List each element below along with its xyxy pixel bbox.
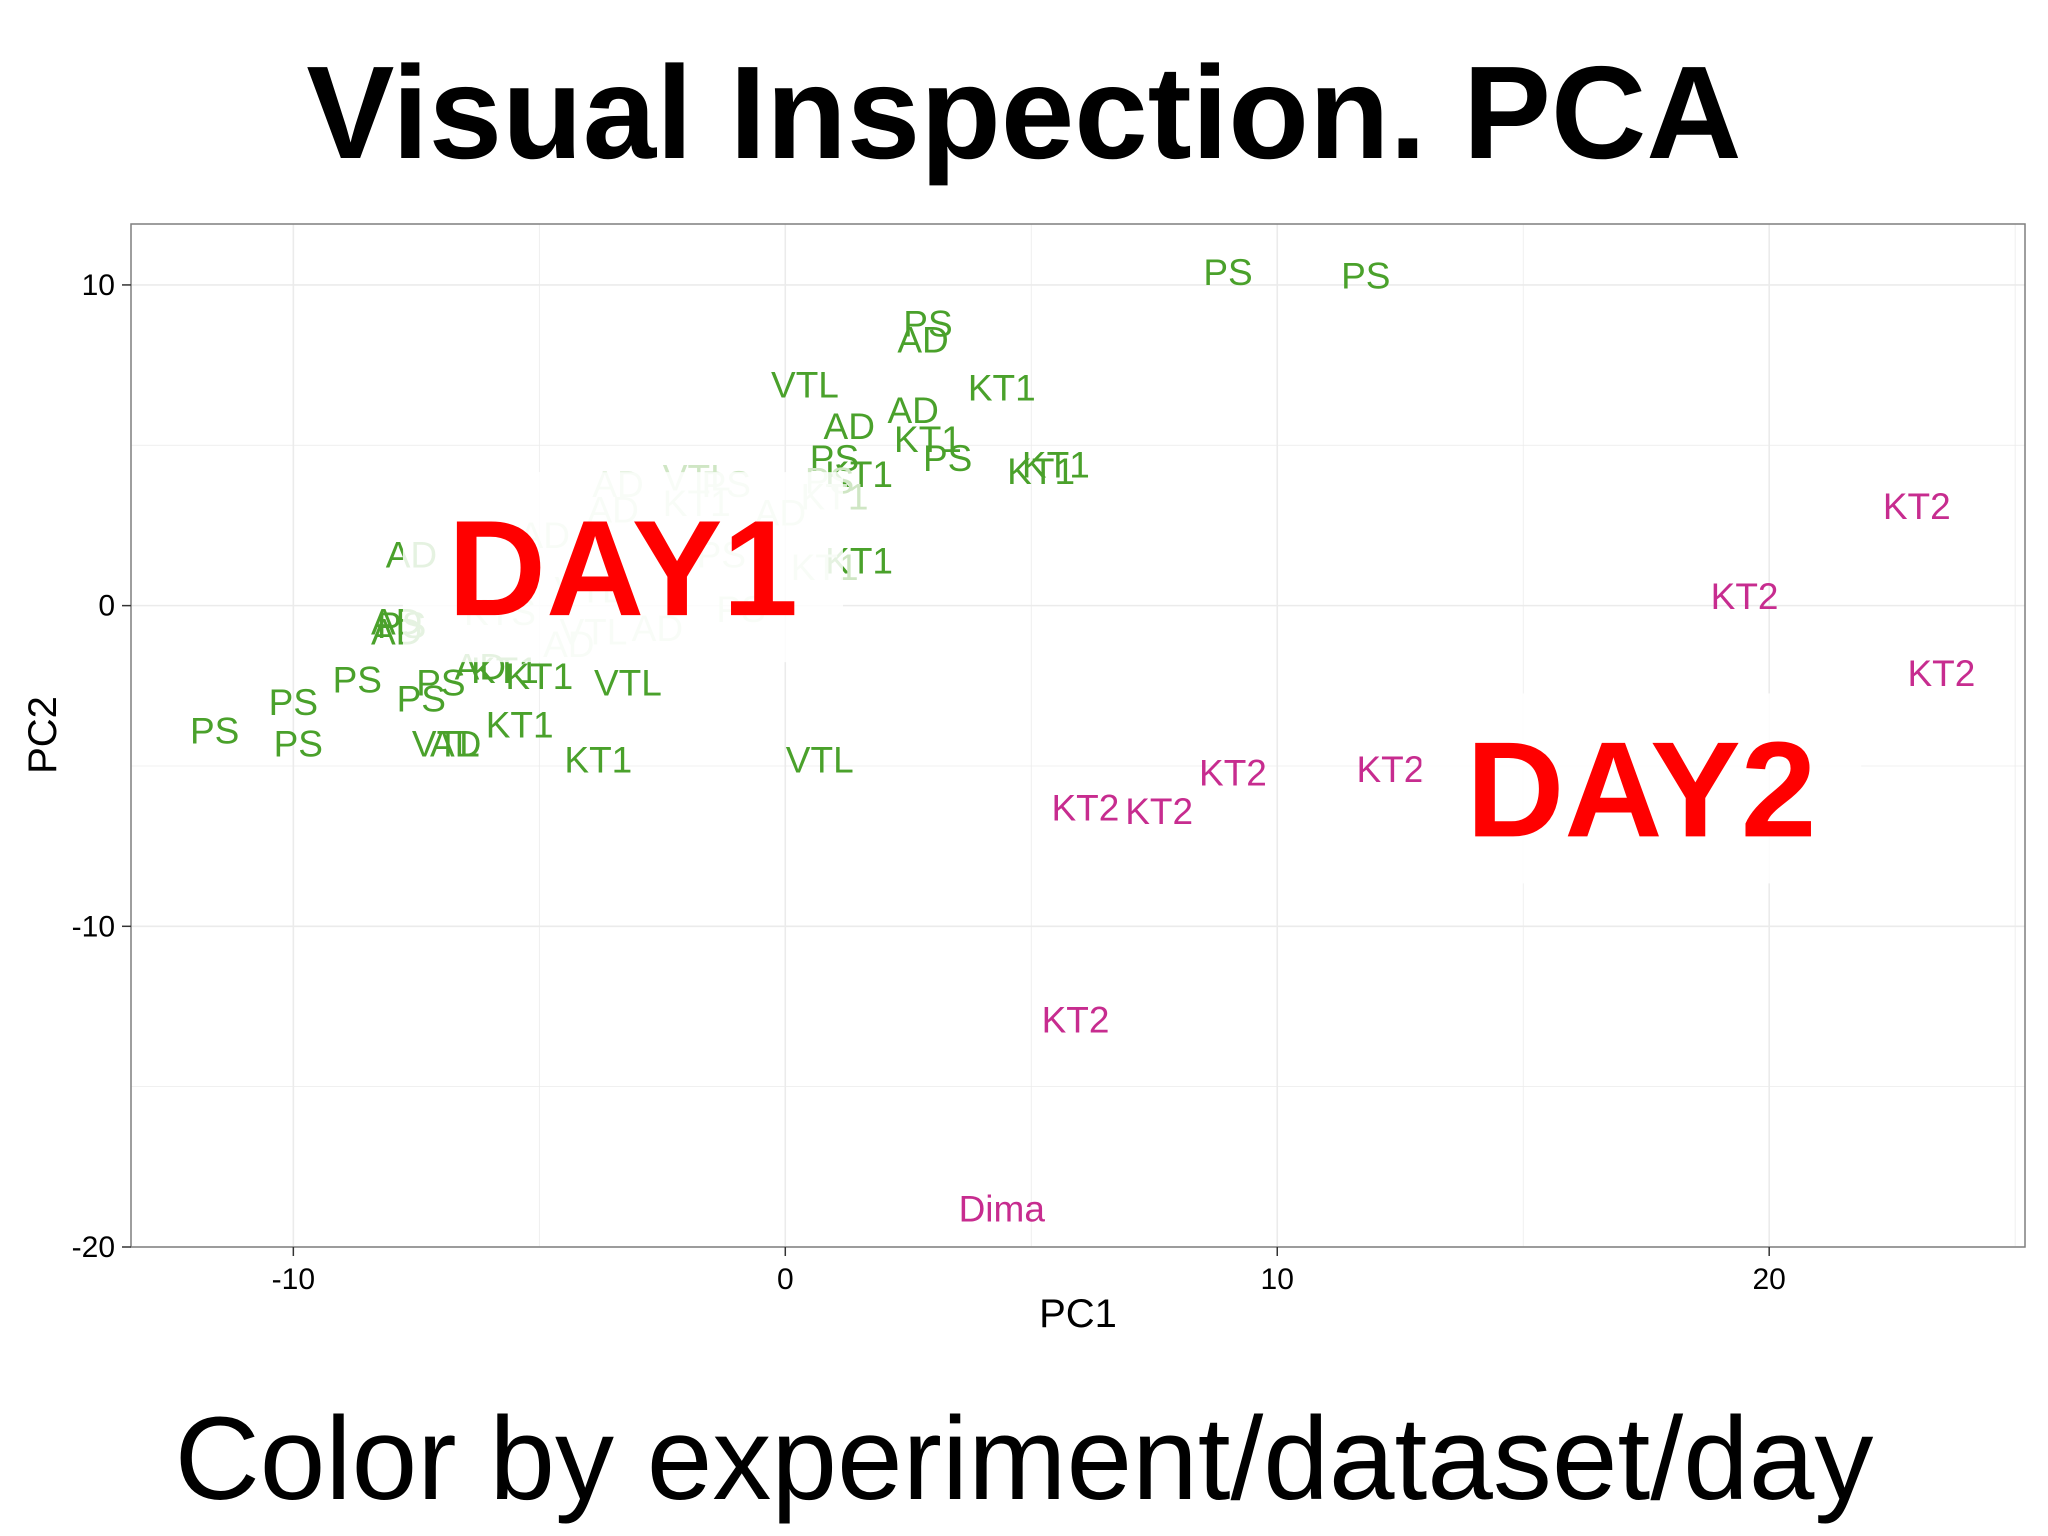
data-point-label-day1: PS: [923, 438, 972, 479]
x-tick-label: -10: [272, 1263, 315, 1296]
y-tick-label: 0: [98, 590, 115, 623]
data-point-label-day1: VTL: [412, 724, 480, 765]
data-point-label-day1: PS: [1341, 255, 1390, 296]
data-point-label-day1: PS: [274, 724, 323, 765]
y-tick-label: -10: [72, 910, 115, 943]
data-point-label-day2: KT2: [1711, 576, 1779, 617]
annotation-backdrop: [1421, 693, 1862, 884]
data-point-label-day1: KT1: [486, 704, 554, 745]
data-point-label-day1: VTL: [594, 663, 662, 704]
data-point-label-day1: AD: [430, 724, 481, 765]
data-point-label-day2: KT2: [1199, 752, 1267, 793]
data-point-label-day1: KT1: [968, 368, 1036, 409]
annotation-backdrop: [402, 472, 843, 663]
data-point-label-day2: KT2: [1042, 999, 1110, 1040]
data-point-label-day2: KT2: [1125, 791, 1193, 832]
data-point-label-day2: KT2: [1907, 653, 1975, 694]
data-point-label-day1: AD: [824, 406, 875, 447]
data-point-label-day1: VTL: [771, 364, 839, 405]
plot-panel: [130, 223, 2026, 1248]
x-tick-label: 10: [1261, 1263, 1294, 1296]
data-point-label-day1: AD: [897, 319, 948, 360]
day-annotations: DAY1 DAY2: [402, 472, 1862, 884]
data-point-label-day1: KT1: [1007, 451, 1075, 492]
data-point-label-day1: PS: [269, 682, 318, 723]
data-point-label-day2: KT2: [1883, 486, 1951, 527]
data-point-label-day1: PS: [397, 679, 446, 720]
data-point-label-day1: AD: [887, 390, 938, 431]
data-point-label-day2: KT2: [1356, 749, 1424, 790]
data-point-label-day1: PS: [190, 711, 239, 752]
data-point-label-day2: Dima: [959, 1189, 1046, 1230]
slide-subtitle: Color by experiment/dataset/day: [174, 1393, 1874, 1525]
data-point-label-day1: VTL: [786, 740, 854, 781]
data-point-label-day1: KT1: [564, 740, 632, 781]
data-point-label-day1: PS: [903, 303, 952, 344]
data-point-label-day2: KT2: [1051, 788, 1119, 829]
data-point-label-day1: KT1: [1022, 445, 1090, 486]
x-tick-label: 0: [777, 1263, 794, 1296]
x-axis-label: PC1: [1039, 1292, 1117, 1336]
annotation-day2: DAY2: [1466, 713, 1816, 865]
y-tick-label: -20: [72, 1231, 115, 1264]
data-point-label-day1: KT1: [894, 419, 962, 460]
data-point-label-day1: PS: [416, 663, 465, 704]
data-point-label-day1: PS: [333, 659, 382, 700]
axis-ticks: -10 0 10 20 -20 -10 0 10: [72, 269, 1786, 1296]
slide-title: Visual Inspection. PCA: [306, 39, 1742, 186]
data-point-label-day1: KT1: [505, 656, 573, 697]
y-axis-label: PC2: [21, 696, 65, 774]
y-tick-label: 10: [82, 269, 115, 302]
x-tick-label: 20: [1752, 1263, 1785, 1296]
annotation-day1: DAY1: [448, 492, 798, 644]
data-point-label-day1: PS: [1203, 252, 1252, 293]
